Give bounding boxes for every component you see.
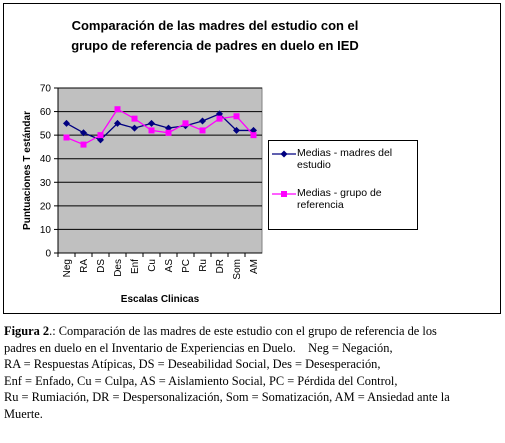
y-tick-label: 20 [40,201,52,212]
x-tick-label: DR [215,259,226,273]
caption-text: .: Comparación de las madres de este est… [49,324,437,338]
data-point [233,126,240,134]
legend-label: Medias - madres del estudio [297,147,393,171]
legend-marker [280,150,288,158]
data-point [131,124,138,132]
y-tick-label: 40 [40,154,52,165]
data-point [148,127,155,134]
y-tick-label: 70 [40,84,52,95]
y-tick-label: 0 [45,249,51,260]
x-tick-label: AM [249,259,260,274]
caption-line: Enf = Enfado, Cu = Culpa, AS = Aislamien… [4,373,398,388]
data-point [80,141,87,148]
x-tick-label: Enf [130,259,141,274]
caption: Figura 2.: Comparación de las madres de … [4,323,504,423]
chart-title: Comparación de las madres del estudio co… [71,18,359,33]
data-point [148,119,155,127]
y-tick-label: 30 [40,178,52,189]
chart-title: grupo de referencia de padres en duelo e… [71,38,359,53]
y-tick-label: 60 [40,107,52,118]
x-tick-label: Som [232,259,243,280]
x-tick-label: Ru [198,259,209,272]
data-point [199,127,206,134]
chart-frame [3,3,501,314]
data-point [216,115,223,122]
y-tick-label: 10 [40,225,52,236]
data-point [233,113,240,120]
x-tick-label: PC [181,259,192,273]
legend-swatch [272,150,296,158]
legend-swatch [272,191,296,197]
data-point [63,134,70,141]
x-tick-label: AS [164,259,175,273]
data-point [114,106,121,113]
caption-line: Muerte. [4,406,43,421]
legend-label: Medias - grupo de referencia [297,187,382,211]
y-axis-label: Puntuaciones T estándar [22,111,33,230]
caption-line: Ru = Rumiación, DR = Despersonalización,… [4,390,450,405]
data-point [131,115,138,122]
x-tick-label: Des [113,259,124,277]
data-point [182,120,189,127]
caption-line: padres en duelo en el Inventario de Expe… [4,340,393,355]
caption-line: Figura 2.: Comparación de las madres de … [4,323,504,340]
caption-line: RA = Respuestas Atípicas, DS = Deseabili… [4,357,381,372]
x-tick-label: Cu [147,259,158,272]
data-point [97,132,104,139]
data-point [80,129,87,137]
plot-area [57,87,263,254]
x-tick-label: RA [79,259,90,273]
legend: Medias - madres del estudio Medias - grup… [268,140,418,230]
data-point [165,129,172,136]
chart: 0 10 20 30 40 50 60 70 Neg RA DS Des Enf Cu AS PC Ru DR So… [22,84,263,305]
data-point [250,132,257,139]
caption-label: Figura 2 [4,324,50,338]
data-point [199,117,206,125]
x-tick-label: Neg [62,259,73,277]
data-point [114,119,121,127]
data-point [63,119,70,127]
y-tick-label: 50 [40,131,52,142]
legend-marker [281,191,287,197]
x-tick-label: DS [96,259,107,273]
x-axis-label: Escalas Clinicas [121,294,200,305]
